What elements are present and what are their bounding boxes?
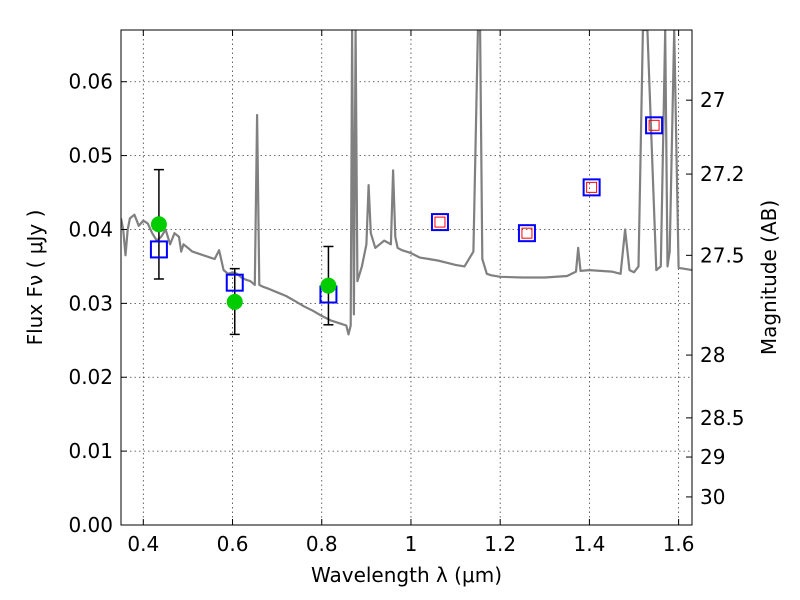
- synthetic-square-point: [648, 119, 660, 131]
- x-tick-label: 0.6: [217, 532, 249, 556]
- model-square-point: [149, 240, 168, 259]
- right-tick-label: 27: [700, 88, 725, 112]
- right-tick-label: 28.5: [700, 406, 745, 430]
- right-tick-label: 27.5: [700, 243, 745, 267]
- y-tick-label: 0.01: [68, 439, 113, 463]
- spectrum-line: [121, 30, 692, 336]
- model-square-point: [517, 224, 536, 243]
- synthetic-square-point: [586, 181, 598, 193]
- model-square-point: [645, 116, 664, 135]
- right-tick-label: 29: [700, 445, 725, 469]
- y-axis-label: Flux Fν ( μJy ): [23, 210, 47, 346]
- observed-circle-point: [320, 277, 337, 294]
- x-tick-label: 0.8: [306, 532, 338, 556]
- synthetic-square-point: [434, 216, 446, 228]
- observed-circle-point: [226, 293, 243, 310]
- x-axis-label: Wavelength λ (μm): [311, 563, 502, 587]
- plot-area: [121, 30, 692, 336]
- y-tick-label: 0.04: [68, 217, 113, 241]
- model-square-point: [430, 213, 449, 232]
- model-square-point: [225, 273, 244, 292]
- grid: [121, 30, 692, 526]
- y-tick-label: 0.03: [68, 291, 113, 315]
- model-square-point: [582, 178, 601, 197]
- observed-circle-point: [150, 216, 167, 233]
- x-tick-label: 1: [405, 532, 418, 556]
- y-tick-label: 0.00: [68, 513, 113, 537]
- x-tick-label: 1.6: [663, 532, 695, 556]
- y-tick-label: 0.02: [68, 365, 113, 389]
- y-tick-label: 0.06: [68, 70, 113, 94]
- synthetic-square-point: [521, 227, 533, 239]
- x-tick-label: 1.2: [484, 532, 516, 556]
- right-tick-label: 30: [700, 485, 725, 509]
- x-tick-label: 0.4: [127, 532, 159, 556]
- y-tick-label: 0.05: [68, 144, 113, 168]
- right-tick-label: 27.2: [700, 162, 745, 186]
- right-tick-label: 28: [700, 343, 725, 367]
- right-axis-label: Magnitude (AB): [757, 200, 781, 355]
- axis-ticks: 0.4 0.6 0.8 1 1.2 1.4 1.6 0.00 0.01 0.02 0.03 0.04 0…: [68, 30, 745, 556]
- plot-frame: [120, 29, 693, 526]
- x-tick-label: 1.4: [573, 532, 605, 556]
